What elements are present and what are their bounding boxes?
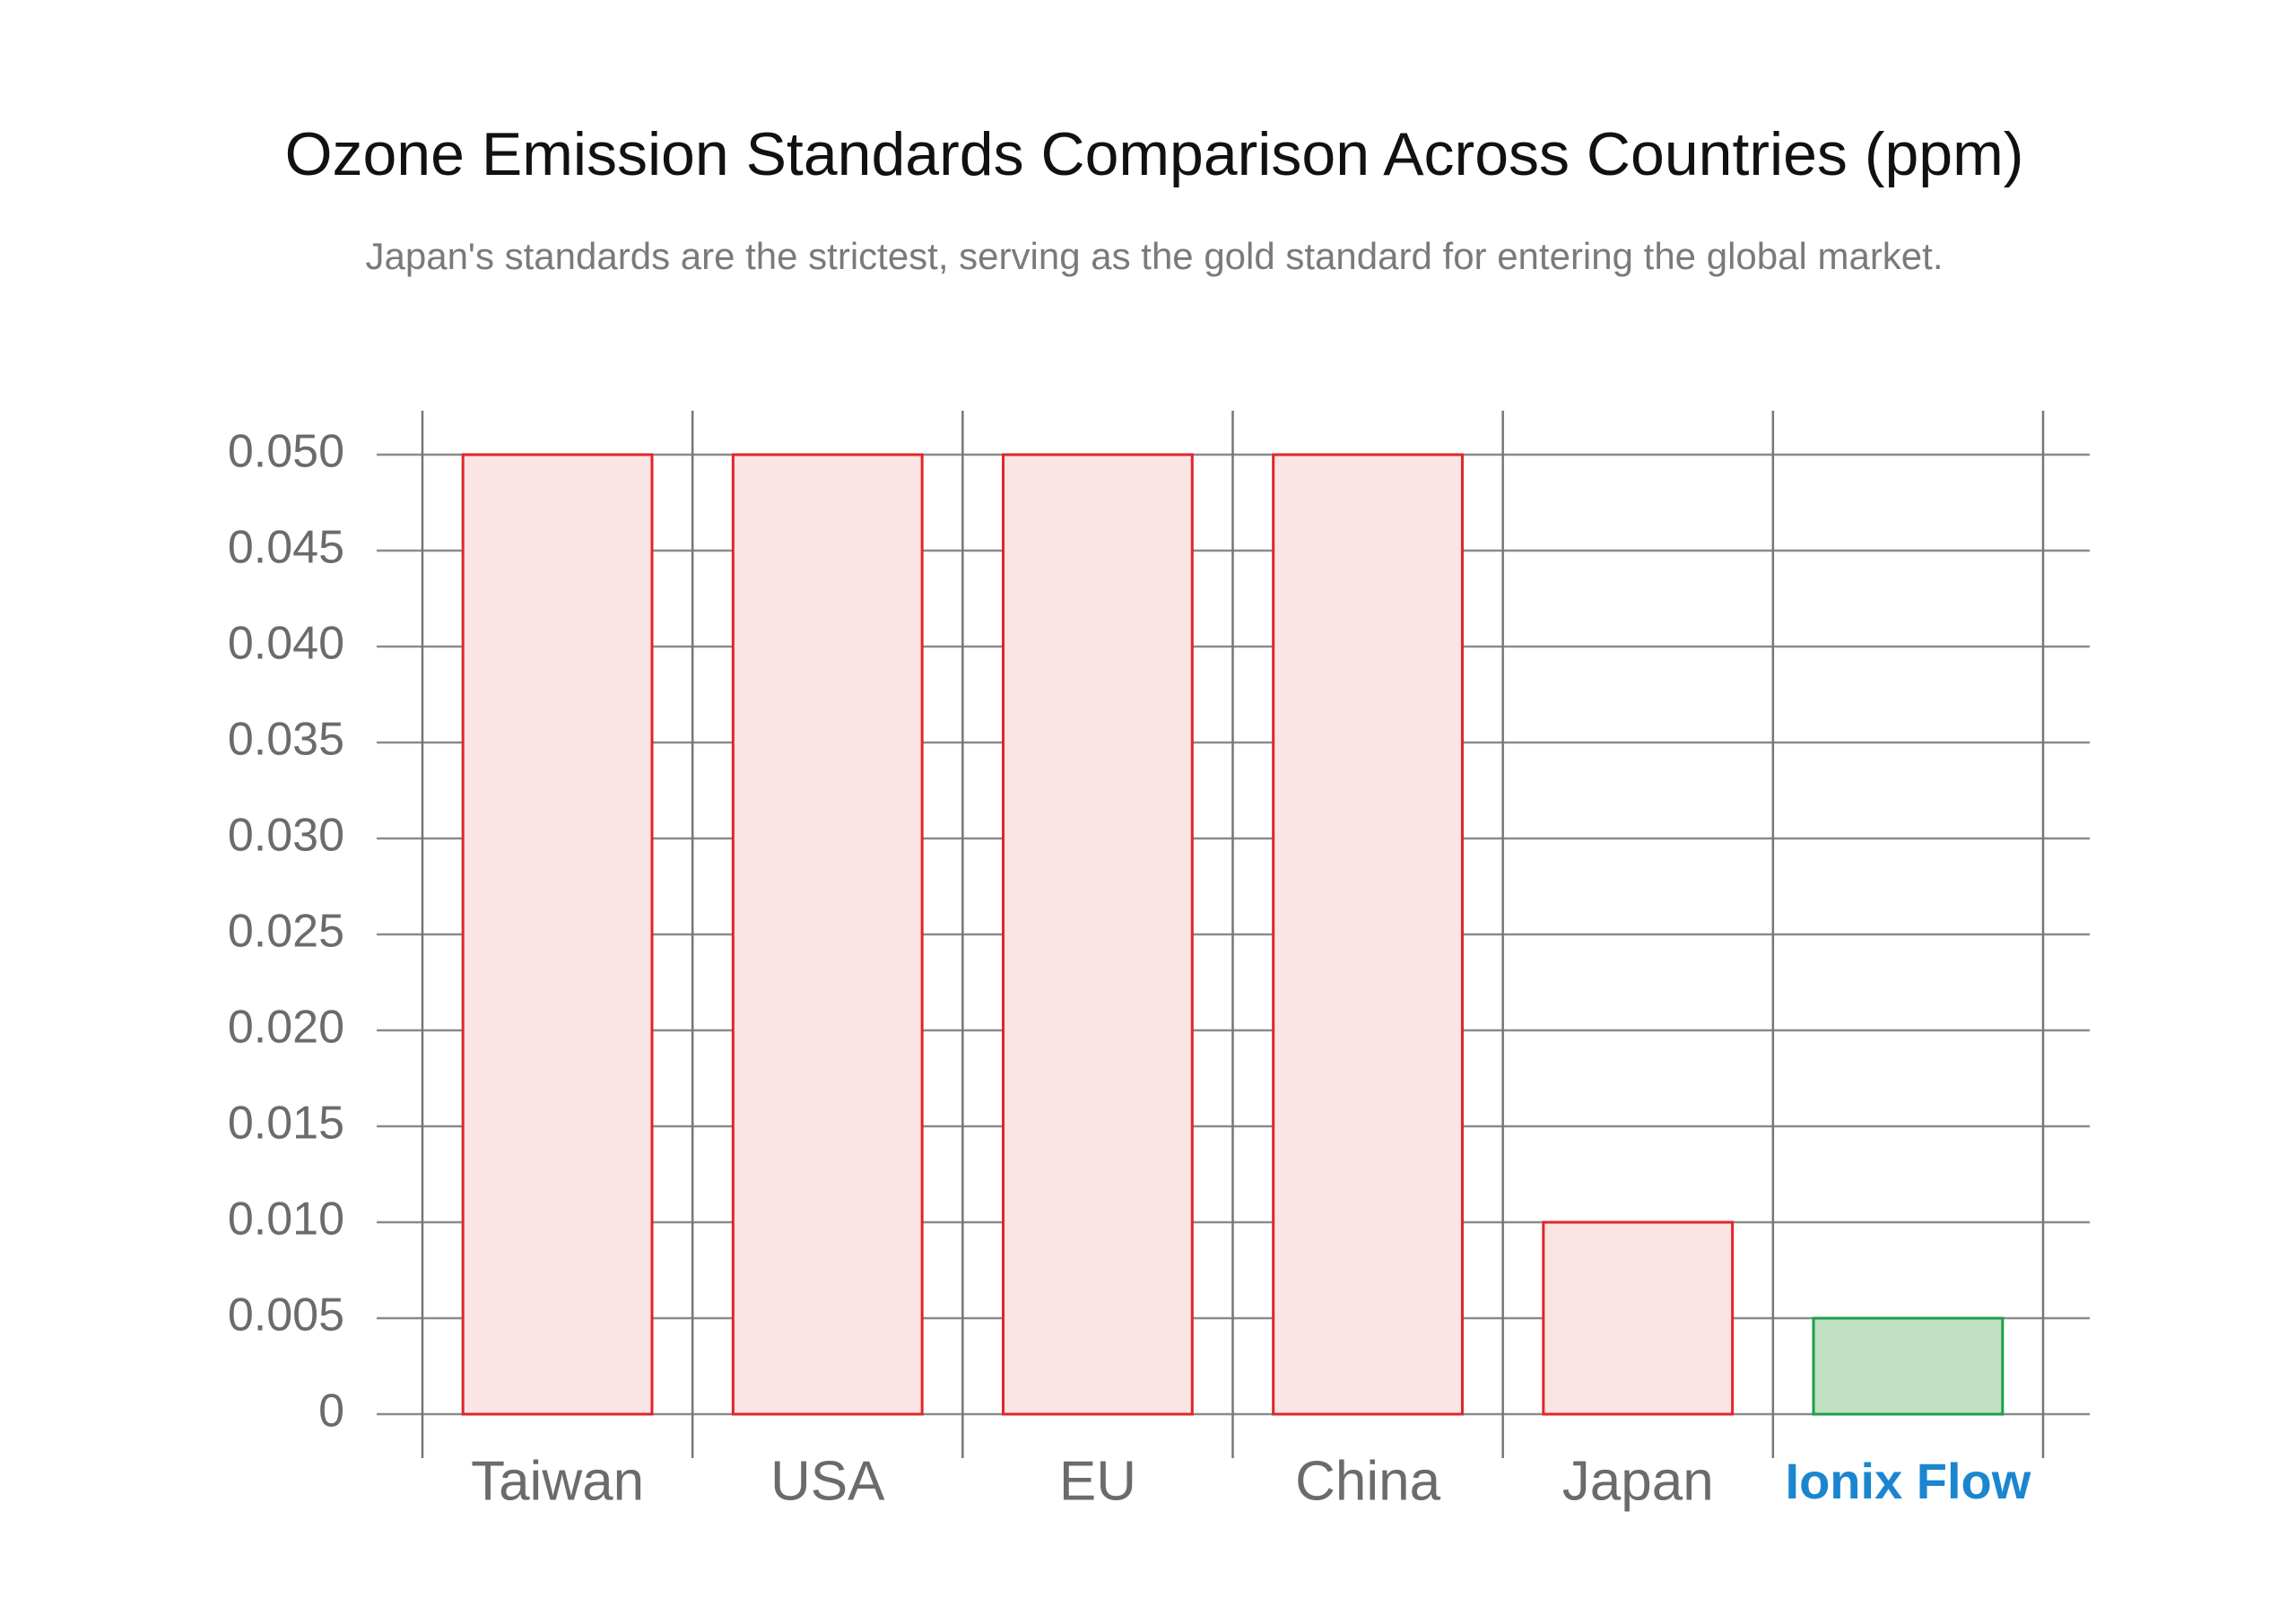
y-tick-label: 0.015 — [228, 1098, 344, 1150]
x-tick-label: EU — [1059, 1450, 1136, 1512]
y-tick-label: 0.035 — [228, 714, 344, 766]
x-tick-label: Taiwan — [471, 1450, 644, 1512]
x-tick-label: Ionix Flow — [1786, 1453, 2031, 1509]
y-tick-label: 0.020 — [228, 1002, 344, 1054]
y-tick-label: 0.025 — [228, 906, 344, 958]
x-tick-label: USA — [770, 1450, 885, 1512]
bar — [1272, 453, 1464, 1416]
y-tick-label: 0.030 — [228, 810, 344, 862]
bar — [461, 453, 654, 1416]
bar — [731, 453, 924, 1416]
x-tick-label: China — [1295, 1450, 1441, 1512]
bar — [1542, 1220, 1735, 1416]
bar — [1812, 1316, 2005, 1416]
chart-title: Ozone Emission Standards Comparison Acro… — [285, 120, 2024, 188]
y-tick-label: 0.005 — [228, 1290, 344, 1342]
bar — [1002, 453, 1194, 1416]
y-tick-label: 0 — [318, 1385, 344, 1437]
x-tick-label: Japan — [1562, 1450, 1714, 1512]
y-tick-label: 0.045 — [228, 522, 344, 574]
chart-subtitle: Japan's standards are the strictest, ser… — [366, 235, 1944, 277]
y-tick-label: 0.050 — [228, 426, 344, 478]
y-tick-label: 0.040 — [228, 618, 344, 670]
y-tick-label: 0.010 — [228, 1194, 344, 1246]
